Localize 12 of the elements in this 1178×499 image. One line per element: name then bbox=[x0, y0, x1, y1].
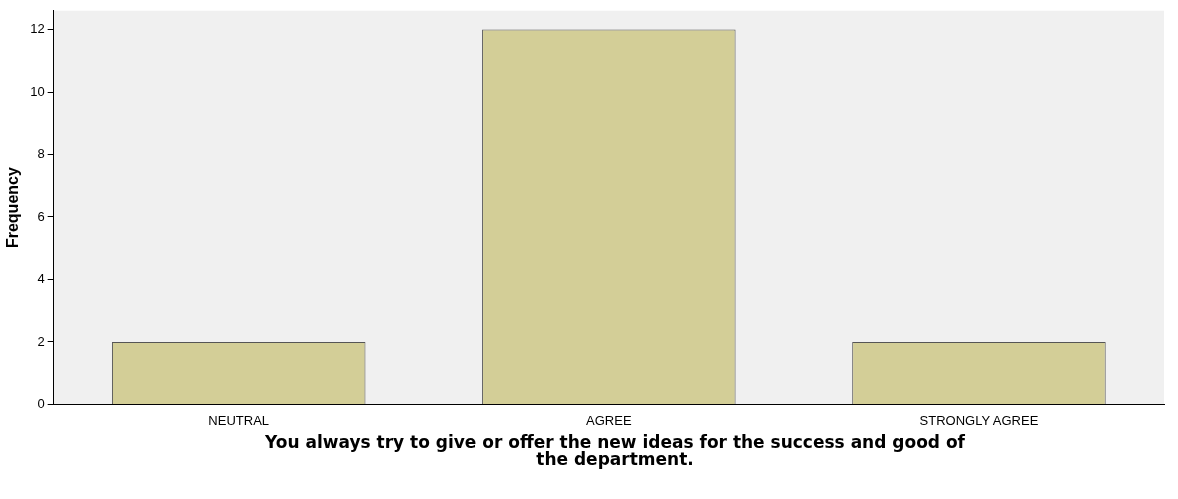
y-tick-label: 8 bbox=[37, 146, 45, 162]
x-tick-label: NEUTRAL bbox=[208, 412, 270, 428]
y-tick-label: 12 bbox=[30, 21, 45, 37]
x-tick-label: AGREE bbox=[586, 412, 632, 428]
x-tick-label: STRONGLY AGREE bbox=[919, 412, 1039, 428]
y-tick-label: 10 bbox=[30, 83, 45, 99]
y-tick-label: 0 bbox=[37, 395, 45, 411]
y-tick-label: 6 bbox=[37, 208, 45, 224]
y-axis-title: Frequency bbox=[4, 167, 22, 249]
x-axis-title: You always try to give or offer the new ideas for the success and good of the department. bbox=[264, 432, 966, 469]
y-tick-label: 4 bbox=[37, 271, 45, 287]
y-tick-label: 2 bbox=[37, 333, 45, 349]
